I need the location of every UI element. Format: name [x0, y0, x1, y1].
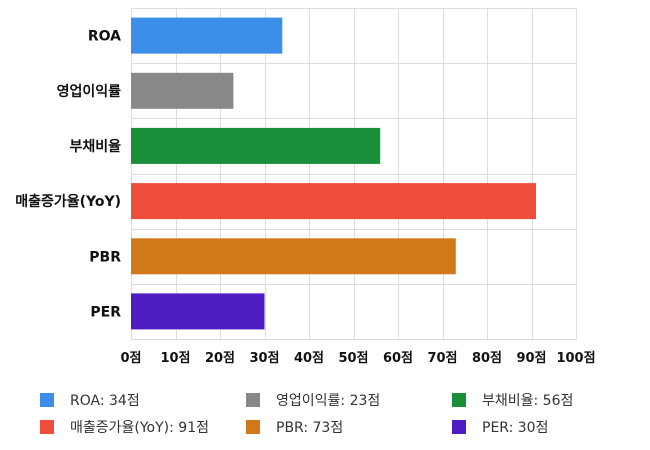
legend-item-roa[interactable]: ROA: 34점: [40, 390, 246, 410]
category-label: 매출증가율(YoY): [15, 193, 121, 210]
category-label: PER: [90, 304, 121, 320]
x-tick-label: 100점: [556, 351, 595, 366]
legend-label: 부채비율: 56점: [482, 392, 574, 409]
category-label: PBR: [89, 249, 121, 265]
legend: ROA: 34점 영업이익률: 23점 부채비율: 56점 매출증가율(YoY)…: [40, 386, 640, 440]
x-tick-label: 50점: [338, 351, 368, 366]
legend-swatch: [246, 419, 260, 434]
category-label: ROA: [88, 29, 121, 45]
bar[interactable]: [131, 17, 283, 54]
x-tick-label: 80점: [472, 351, 502, 366]
bar[interactable]: [131, 72, 234, 109]
x-tick-label: 0점: [120, 351, 141, 366]
legend-label: ROA: 34점: [70, 392, 140, 409]
legend-item-debt-ratio[interactable]: 부채비율: 56점: [452, 390, 632, 410]
legend-swatch: [40, 419, 54, 434]
legend-item-pbr[interactable]: PBR: 73점: [246, 417, 452, 437]
bar[interactable]: [131, 238, 456, 275]
legend-label: PER: 30점: [482, 419, 549, 436]
legend-swatch: [40, 392, 54, 407]
x-tick-label: 60점: [383, 351, 413, 366]
bar[interactable]: [131, 293, 265, 330]
legend-item-operating-margin[interactable]: 영업이익률: 23점: [246, 390, 452, 410]
legend-row: ROA: 34점 영업이익률: 23점 부채비율: 56점: [40, 386, 640, 413]
legend-swatch: [452, 392, 466, 407]
x-tick-label: 30점: [249, 351, 279, 366]
legend-swatch: [452, 419, 466, 434]
bar[interactable]: [131, 127, 381, 164]
legend-label: PBR: 73점: [276, 419, 344, 436]
category-label: 영업이익률: [57, 83, 122, 100]
x-tick-labels: 0점 10점 20점 30점 40점 50점 60점 70점 80점 90점 100점: [120, 351, 595, 366]
grid-lines: [131, 8, 577, 340]
legend-label: 영업이익률: 23점: [276, 392, 381, 409]
bars: [131, 17, 536, 330]
legend-row: 매출증가율(YoY): 91점 PBR: 73점 PER: 30점: [40, 413, 640, 440]
x-tick-label: 70점: [427, 351, 457, 366]
x-tick-label: 90점: [516, 351, 546, 366]
bar[interactable]: [131, 183, 536, 220]
x-tick-label: 20점: [205, 351, 235, 366]
x-tick-label: 40점: [294, 351, 324, 366]
legend-label: 매출증가율(YoY): 91점: [70, 419, 209, 436]
legend-swatch: [246, 392, 260, 407]
legend-item-sales-growth[interactable]: 매출증가율(YoY): 91점: [40, 417, 246, 437]
category-label: 부채비율: [69, 138, 121, 155]
legend-item-per[interactable]: PER: 30점: [452, 417, 632, 437]
x-tick-label: 10점: [160, 351, 190, 366]
